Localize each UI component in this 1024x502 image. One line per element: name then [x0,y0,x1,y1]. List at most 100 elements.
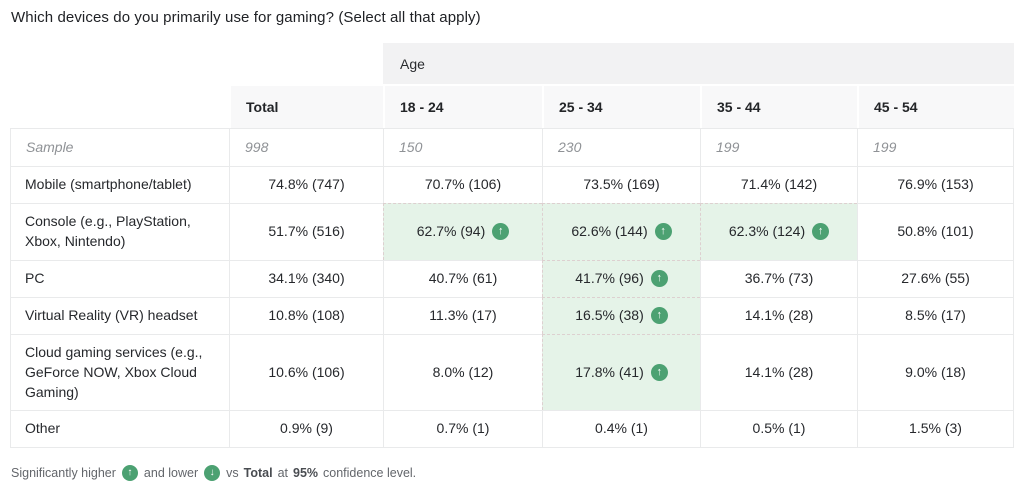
cell-value: 17.8% (41) [575,363,644,380]
down-arrow-icon: ↓ [204,465,221,482]
cell-value: 74.8% (747) [268,176,345,193]
data-cell: 10.6% (106) [229,333,383,411]
cell-value: 62.3% (124) [728,222,806,239]
column-header-spacer [10,86,229,128]
footnote-total-label: Total [243,466,273,481]
up-arrow-icon: ↑ [121,465,138,482]
cell-value: 150 [399,138,423,155]
significance-footnote: Significantly higher ↑ and lower ↓ vs To… [10,465,1014,482]
data-cell: 8.5% (17) [857,296,1013,334]
cell-value: 8.0% (12) [432,363,494,380]
cell-value: 14.1% (28) [744,306,814,323]
data-cell: 0.4% (1) [542,410,700,448]
data-cell: 0.5% (1) [700,410,857,448]
cell-value: 1.5% (3) [909,420,962,437]
cell-value: 73.5% (169) [583,176,660,193]
data-cell: 0.9% (9) [229,410,383,448]
row-label: Cloud gaming services (e.g., GeForce NOW… [11,333,229,411]
table-row: Virtual Reality (VR) headset 10.8% (108) 1… [11,296,1013,334]
data-cell: 150 [383,129,542,166]
row-label: Virtual Reality (VR) headset [11,296,229,334]
data-cell: 0.7% (1) [383,410,542,448]
table-body: Sample 998 150 230 199 199 Mobile (smartphone/… [10,128,1014,449]
up-arrow-icon: ↑ [812,223,830,241]
footnote-lower-text: and lower [143,466,199,481]
footnote-higher-text: Significantly higher [11,466,116,481]
data-cell: 73.5% (169) [542,166,700,203]
cell-value: 10.8% (108) [268,306,345,323]
data-cell: 1.5% (3) [857,410,1013,448]
data-cell: 41.7% (96) ↑ [542,259,700,297]
cell-value: 998 [245,138,269,155]
cell-value: 40.7% (61) [428,269,498,286]
cell-value: 199 [873,138,897,155]
data-cell: 8.0% (12) [383,333,542,411]
cell-value: 62.6% (144) [571,222,648,239]
up-arrow-icon: ↑ [650,307,668,325]
table-row: Other 0.9% (9) 0.7% (1) 0.4% (1) 0.5% (1) 1.5… [11,410,1013,448]
footnote-at-text: at [277,466,288,481]
data-cell: 230 [542,129,700,166]
footnote-suffix: confidence level. [323,466,417,481]
data-cell: 36.7% (73) [700,259,857,297]
cell-value: 199 [716,138,740,155]
row-label: Console (e.g., PlayStation, Xbox, Ninten… [11,203,229,260]
data-cell: 17.8% (41) ↑ [542,333,700,411]
cell-value: 11.3% (17) [429,306,497,323]
data-cell: 14.1% (28) [700,296,857,334]
footnote-confidence-value: 95% [293,466,319,481]
data-cell: 199 [700,129,857,166]
cell-value: 16.5% (38) [575,306,644,323]
group-header-row: Age [10,43,1014,86]
column-header-0: Total [229,86,383,128]
row-label: PC [11,259,229,297]
data-cell: 10.8% (108) [229,296,383,334]
cell-value: 36.7% (73) [744,269,814,286]
sample-row-label: Sample [26,138,74,155]
up-arrow-icon: ↑ [492,223,510,241]
cell-value: 71.4% (142) [740,176,818,193]
cell-value: 62.7% (94) [416,222,486,239]
cell-value: 10.6% (106) [268,363,345,380]
data-cell: 70.7% (106) [383,166,542,203]
column-header-1: 18 - 24 [383,86,542,128]
data-cell: 34.1% (340) [229,259,383,297]
data-cell: 27.6% (55) [857,259,1013,297]
data-cell: 51.7% (516) [229,203,383,260]
table-row: Console (e.g., PlayStation, Xbox, Ninten… [11,203,1013,260]
cell-value: 230 [558,138,582,155]
cell-value: 0.4% (1) [595,420,648,437]
cell-value: 34.1% (340) [268,269,345,286]
data-cell: 40.7% (61) [383,259,542,297]
column-header-4: 45 - 54 [857,86,1014,128]
cell-value: 0.9% (9) [280,420,333,437]
cell-value: 50.8% (101) [897,222,974,239]
cell-value: 41.7% (96) [575,269,644,286]
cell-value: 8.5% (17) [905,306,966,323]
data-cell: 998 [229,129,383,166]
data-cell: 74.8% (747) [229,166,383,203]
data-cell: 76.9% (153) [857,166,1013,203]
data-cell: 71.4% (142) [700,166,857,203]
data-cell: 11.3% (17) [383,296,542,334]
cell-value: 70.7% (106) [424,176,502,193]
data-cell: 50.8% (101) [857,203,1013,260]
cell-value: 0.5% (1) [752,420,806,437]
cell-value: 9.0% (18) [905,363,966,380]
cell-value: 76.9% (153) [897,176,974,193]
data-cell: 62.3% (124) ↑ [700,203,857,260]
table-row: Sample 998 150 230 199 199 [11,129,1013,166]
row-label: Mobile (smartphone/tablet) [11,166,229,203]
data-cell: 62.6% (144) ↑ [542,203,700,260]
footnote-vs-text: vs [226,466,239,481]
up-arrow-icon: ↑ [650,364,668,382]
data-cell: 9.0% (18) [857,333,1013,411]
up-arrow-icon: ↑ [650,270,668,288]
table-row: Mobile (smartphone/tablet) 74.8% (747) 70.… [11,166,1013,203]
table-row: Cloud gaming services (e.g., GeForce NOW… [11,333,1013,411]
cell-value: 14.1% (28) [744,363,814,380]
row-label: Other [11,410,229,447]
column-header-2: 25 - 34 [542,86,700,128]
column-header-row: Total 18 - 24 25 - 34 35 - 44 45 - 54 [10,86,1014,128]
